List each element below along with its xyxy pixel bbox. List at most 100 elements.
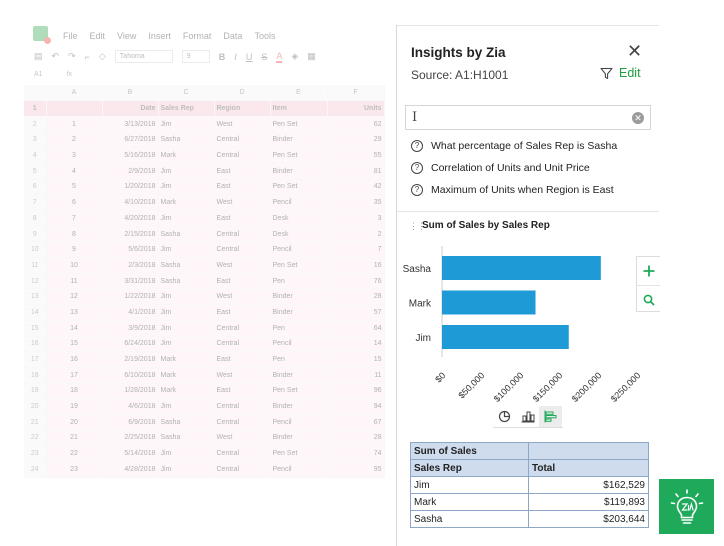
borders-icon[interactable]: ▦: [307, 51, 316, 61]
edit-source-button[interactable]: Edit: [600, 66, 641, 80]
suggestion-item[interactable]: ? Correlation of Units and Unit Price: [411, 162, 590, 174]
cell[interactable]: 28: [327, 430, 385, 447]
cell[interactable]: East: [214, 383, 271, 400]
cell[interactable]: Pencil: [270, 461, 328, 478]
row-number[interactable]: 9: [24, 226, 47, 243]
cell[interactable]: Jim: [158, 210, 215, 227]
cell[interactable]: 74: [327, 445, 385, 462]
cell[interactable]: 3: [327, 210, 385, 227]
cell[interactable]: Pen: [270, 351, 328, 368]
explore-button[interactable]: [637, 285, 660, 313]
undo-icon[interactable]: ↶: [51, 51, 60, 61]
cell[interactable]: 76: [327, 273, 385, 290]
cell[interactable]: Central: [214, 398, 271, 415]
column-chart-type-button[interactable]: [516, 406, 539, 427]
cell[interactable]: Central: [214, 241, 271, 259]
cell[interactable]: 42: [327, 179, 385, 196]
font-color-icon[interactable]: A: [276, 50, 283, 63]
cell[interactable]: 95: [327, 461, 385, 478]
cell[interactable]: 4/10/2018: [102, 194, 159, 211]
cell[interactable]: Pen Set: [270, 445, 328, 462]
cell[interactable]: Mark: [158, 383, 215, 400]
cell[interactable]: Jim: [158, 461, 215, 478]
cell[interactable]: Mark: [158, 367, 215, 384]
ask-zia-input[interactable]: I ✕: [405, 105, 651, 130]
cell[interactable]: 6: [46, 194, 103, 211]
cell[interactable]: 2/3/2018: [102, 257, 159, 274]
cell[interactable]: Pen: [270, 320, 328, 337]
format-painter-icon[interactable]: ⌐: [84, 51, 90, 62]
suggestion-item[interactable]: ? What percentage of Sales Rep is Sasha: [411, 140, 617, 152]
cell[interactable]: 20: [46, 414, 103, 431]
cell[interactable]: Binder: [270, 304, 328, 321]
chart-bar[interactable]: [442, 256, 601, 280]
row-number[interactable]: 21: [24, 414, 47, 431]
pie-chart-type-button[interactable]: [493, 406, 516, 427]
cell[interactable]: East: [214, 304, 271, 321]
cell[interactable]: Pencil: [270, 194, 328, 211]
cell[interactable]: 21: [46, 430, 103, 447]
cell[interactable]: West: [214, 288, 271, 306]
row-number[interactable]: 17: [24, 351, 47, 368]
cell[interactable]: 11: [327, 367, 385, 384]
row-number[interactable]: 14: [24, 304, 47, 321]
cell[interactable]: 7: [327, 241, 385, 259]
row-number[interactable]: 18: [24, 367, 47, 384]
cell[interactable]: 5/14/2018: [102, 445, 159, 462]
cell[interactable]: 10: [46, 257, 103, 274]
cell[interactable]: Pencil: [270, 336, 328, 353]
column-header[interactable]: F: [327, 85, 385, 102]
cell[interactable]: 3/9/2018: [102, 320, 159, 337]
clear-format-icon[interactable]: ◇: [98, 51, 106, 61]
cell[interactable]: Central: [214, 461, 271, 478]
menu-item-data[interactable]: Data: [223, 31, 243, 41]
cell[interactable]: West: [214, 367, 271, 384]
cell[interactable]: Binder: [270, 430, 328, 447]
row-number[interactable]: 6: [24, 179, 47, 196]
cell[interactable]: 4/20/2018: [102, 210, 159, 227]
cell[interactable]: 3: [46, 147, 103, 164]
row-number[interactable]: 2: [24, 116, 47, 133]
cell[interactable]: 11: [46, 273, 103, 290]
cell[interactable]: Desk: [270, 226, 328, 243]
bold-icon[interactable]: B: [218, 51, 226, 62]
cell[interactable]: 3/31/2018: [102, 273, 159, 290]
cell[interactable]: 5/6/2018: [102, 241, 159, 259]
row-number[interactable]: 7: [24, 194, 47, 211]
row-number[interactable]: 4: [24, 147, 47, 164]
cell[interactable]: 3/13/2018: [102, 116, 159, 133]
cell[interactable]: Pen Set: [270, 179, 328, 196]
zia-assistant-button[interactable]: [659, 479, 714, 534]
column-header[interactable]: C: [158, 85, 215, 102]
cell[interactable]: West: [214, 116, 271, 133]
cell[interactable]: 6/27/2018: [102, 132, 159, 149]
cell[interactable]: 5/16/2018: [102, 147, 159, 164]
cell[interactable]: Central: [214, 226, 271, 243]
cell[interactable]: Central: [214, 147, 271, 164]
cell[interactable]: 96: [327, 383, 385, 400]
cell[interactable]: Mark: [158, 194, 215, 211]
cell[interactable]: 4/28/2018: [102, 461, 159, 478]
cell[interactable]: 14: [46, 320, 103, 337]
cell[interactable]: Central: [214, 336, 271, 353]
fill-color-icon[interactable]: ◈: [291, 51, 299, 61]
cell[interactable]: Jim: [158, 179, 215, 196]
print-icon[interactable]: ▤: [34, 51, 43, 61]
chart-bar[interactable]: [442, 325, 569, 349]
cell[interactable]: 94: [327, 398, 385, 415]
close-button[interactable]: ✕: [627, 41, 643, 61]
cell[interactable]: Sasha: [158, 226, 215, 243]
cell[interactable]: Jim: [158, 116, 215, 133]
row-number[interactable]: 8: [24, 210, 47, 227]
cell[interactable]: Pencil: [270, 241, 328, 259]
row-number[interactable]: 20: [24, 398, 47, 415]
underline-icon[interactable]: U: [245, 51, 253, 62]
cell[interactable]: Sales Rep: [158, 100, 215, 117]
cell[interactable]: 8: [46, 226, 103, 243]
cell[interactable]: 55: [327, 147, 385, 164]
cell[interactable]: Pen Set: [270, 147, 328, 164]
row-number[interactable]: 22: [24, 430, 47, 447]
drag-handle-icon[interactable]: ⋮⋮: [409, 221, 426, 231]
cell[interactable]: Jim: [158, 304, 215, 321]
column-header[interactable]: D: [214, 85, 271, 102]
